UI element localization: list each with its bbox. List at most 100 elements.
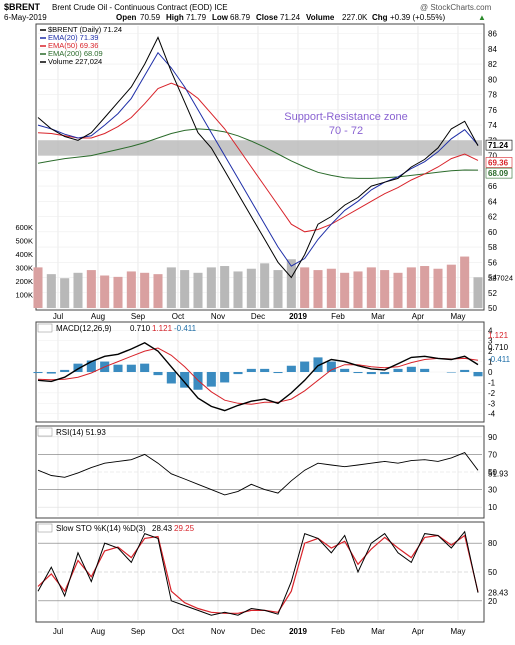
macd-axis-label: -2 xyxy=(488,389,496,398)
price-axis-label: 74 xyxy=(488,121,497,130)
rsi-label: RSI(14) 51.93 xyxy=(37,427,106,437)
ema200-line xyxy=(37,128,479,179)
macd-axis-label: -3 xyxy=(488,399,496,408)
volume-bar xyxy=(393,272,403,308)
price-axis-label: 84 xyxy=(488,45,497,54)
macd-histogram-bar xyxy=(406,366,416,372)
month-label-bottom: May xyxy=(450,627,465,636)
macd-histogram-bar xyxy=(73,363,83,372)
month-label-top: Apr xyxy=(412,312,425,321)
volume-bar xyxy=(220,266,230,308)
price-axis-label: 58 xyxy=(488,243,497,252)
volume-axis-label: 200K xyxy=(15,277,33,286)
macd-histogram-bar xyxy=(166,372,176,384)
macd-signal-line xyxy=(37,347,479,405)
date-label: 6-May-2019 xyxy=(4,13,47,22)
volume-bar xyxy=(46,274,56,308)
macd-tag: 1.121 xyxy=(488,331,509,340)
chg-value: +0.39 (+0.55%) xyxy=(390,13,445,22)
price-axis-label: 56 xyxy=(488,258,497,267)
volume-bar xyxy=(473,277,483,308)
month-label-top: Dec xyxy=(251,312,265,321)
month-label-bottom: Dec xyxy=(251,627,265,636)
month-label-bottom: Mar xyxy=(371,627,385,636)
macd-histogram-bar xyxy=(473,372,483,377)
axis-labels: JulJulAugAugSepSepOctOctNovNovDecDec2019… xyxy=(15,30,513,636)
macd-histogram-bar xyxy=(180,372,190,388)
volume-axis-label: 600K xyxy=(15,223,33,232)
macd-axis-label: 3 xyxy=(488,337,493,346)
volume-bar xyxy=(73,272,83,308)
macd-axis-label: 1 xyxy=(488,358,493,367)
macd-icon xyxy=(37,323,53,333)
macd-lines xyxy=(33,342,483,412)
volume-bar xyxy=(113,276,123,308)
volume-bar xyxy=(153,274,163,308)
volume-bar xyxy=(286,259,296,308)
volume-label: Volume xyxy=(306,13,335,22)
volume-bar xyxy=(433,268,443,308)
macd-axis-label: -4 xyxy=(488,410,496,419)
volume-value: 227.0K xyxy=(342,13,368,22)
volume-axis-label: 300K xyxy=(15,263,33,272)
zone-annotation-line2: 70 - 72 xyxy=(329,125,363,137)
price-lines xyxy=(37,36,479,279)
legend-entry: $BRENT (Daily) 71.24 xyxy=(48,25,122,34)
month-label-bottom: Feb xyxy=(331,627,345,636)
up-arrow-icon: ▲ xyxy=(478,13,486,22)
volume-bar xyxy=(260,263,270,308)
macd-tag: -0.411 xyxy=(488,355,511,364)
volume-bars xyxy=(33,256,483,308)
price-tag-box xyxy=(485,139,513,151)
volume-axis-label: 400K xyxy=(15,250,33,259)
rsi-icon xyxy=(37,427,53,437)
macd-value-3: -0.411 xyxy=(174,324,197,333)
low-value: 68.79 xyxy=(230,13,251,22)
macd-histogram-bar xyxy=(393,368,403,372)
macd-axis-label: -1 xyxy=(488,378,496,387)
rsi-lines xyxy=(37,452,479,496)
volume-bar xyxy=(300,267,310,308)
volume-bar xyxy=(166,267,176,308)
chg-label: Chg xyxy=(372,13,388,22)
macd-histogram-bar xyxy=(326,361,336,372)
instrument-name: Brent Crude Oil - Continuous Contract (E… xyxy=(52,3,228,12)
price-axis-label: 52 xyxy=(488,289,497,298)
price-axis-label: 70 xyxy=(488,152,497,161)
rsi-axis-label: 50 xyxy=(488,468,497,477)
macd-histogram-bar xyxy=(220,372,230,383)
volume-axis-label: 500K xyxy=(15,236,33,245)
sto-tag: 28.43 xyxy=(488,589,509,598)
volume-bar xyxy=(140,272,150,308)
sto-axis-label: 80 xyxy=(488,539,497,548)
macd-tag: 0.710 xyxy=(488,343,509,352)
month-label-top: Mar xyxy=(371,312,385,321)
price-tag-box xyxy=(485,157,513,168)
zone-annotation-line1: Support-Resistance zone xyxy=(284,111,408,123)
price-axis-label: 64 xyxy=(488,197,497,206)
macd-label-prefix: MACD(12,26,9) xyxy=(56,324,112,333)
month-label-bottom: Sep xyxy=(131,627,146,636)
volume-bar xyxy=(86,270,96,308)
volume-bar xyxy=(406,267,416,308)
price-axis-label: 86 xyxy=(488,30,497,39)
close-label: Close xyxy=(256,13,278,22)
support-resistance-zone xyxy=(38,140,482,156)
macd-histogram-bar xyxy=(420,368,430,372)
high-value: 71.79 xyxy=(186,13,207,22)
volume-bar xyxy=(313,270,323,308)
macd-histogram-bar xyxy=(46,372,56,374)
macd-histogram-bar xyxy=(140,363,150,372)
ema50-line xyxy=(37,82,479,233)
price-axis-label: 62 xyxy=(488,213,497,222)
volume-bar xyxy=(180,270,190,308)
macd-histogram-bar xyxy=(246,368,256,372)
price-axis-label: 66 xyxy=(488,182,497,191)
low-label: Low xyxy=(212,13,229,22)
zone-rect xyxy=(38,140,482,156)
macd-histogram-bar xyxy=(206,372,216,387)
sto-axis-label: 50 xyxy=(488,568,497,577)
sto-k-line xyxy=(37,530,479,616)
